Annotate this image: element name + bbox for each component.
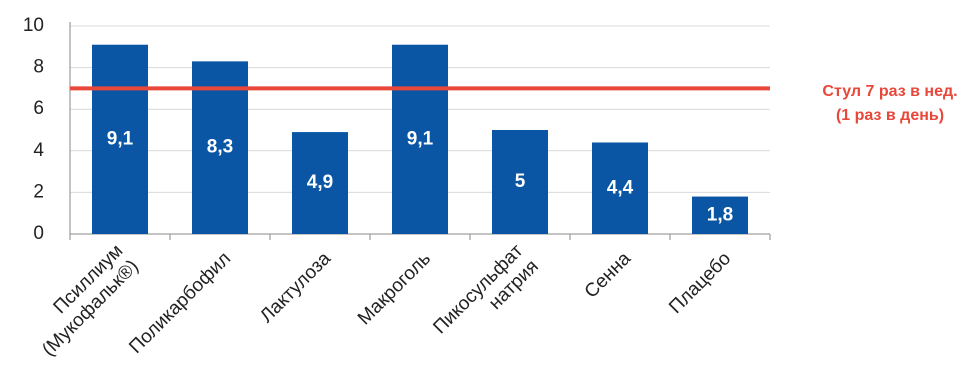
value-label: 1,8: [707, 204, 733, 225]
value-label: 8,3: [207, 137, 233, 158]
x-tick-label: Поликарбофил: [125, 248, 235, 358]
x-tick-label: Макроголь: [354, 248, 435, 329]
annotation: (1 раз в день): [836, 107, 944, 124]
value-label: 5: [515, 171, 526, 192]
bar: [592, 142, 648, 234]
value-label: 9,1: [107, 128, 134, 149]
annotation: Стул 7 раз в нед.: [822, 83, 957, 100]
value-label: 4,4: [607, 177, 634, 198]
x-tick-label: Пикосульфатнатрия: [429, 240, 543, 354]
y-tick-label: 10: [23, 15, 44, 36]
x-tick-label: Плацебо: [665, 248, 735, 318]
x-tick-label: Лактулоза: [256, 248, 335, 327]
bar: [692, 196, 748, 234]
value-label: 9,1: [407, 128, 434, 149]
y-tick-label: 2: [33, 181, 44, 202]
y-tick-label: 6: [33, 98, 44, 119]
bar: [92, 44, 148, 234]
bar: [492, 130, 548, 234]
y-tick-label: 4: [33, 140, 44, 161]
bar: [392, 44, 448, 234]
y-tick-label: 8: [33, 57, 44, 78]
bar: [292, 132, 348, 234]
y-tick-label: 0: [33, 223, 44, 244]
value-label: 4,9: [307, 172, 333, 193]
x-tick-label: Сенна: [581, 248, 636, 303]
